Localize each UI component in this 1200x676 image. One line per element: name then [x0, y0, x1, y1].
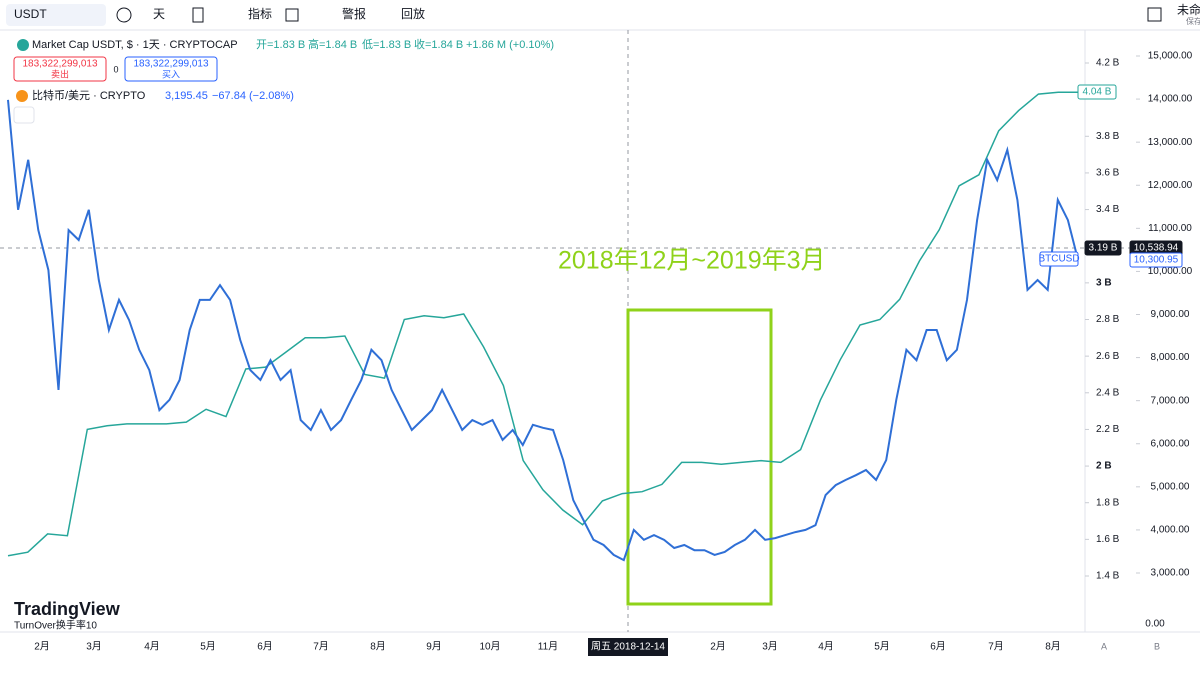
highlight-box	[626, 308, 773, 606]
y-tick-label: 2.6 B	[1096, 351, 1120, 362]
y2-tick-label: 12,000.00	[1148, 180, 1193, 191]
x-tick-label: 周五 2018-12-14	[591, 641, 665, 653]
btc-change: −67.84 (−2.08%)	[212, 90, 294, 102]
y-tick-label: 1.6 B	[1096, 534, 1120, 545]
x-tick-label: 6月	[930, 641, 946, 653]
x-tick-label: 3月	[762, 641, 778, 653]
price-tag	[1084, 240, 1122, 256]
price-tag-label: 4.04 B	[1083, 87, 1112, 98]
y-tick-label: 4.2 B	[1096, 58, 1120, 69]
y2-tick-label: 14,000.00	[1148, 94, 1193, 105]
open: 开=1.83 B	[256, 39, 305, 51]
scale-a[interactable]: A	[1101, 641, 1107, 651]
add-icon[interactable]	[116, 7, 132, 23]
candle-icon[interactable]	[192, 7, 204, 23]
price-tag	[1129, 252, 1183, 268]
price-tag-label: 10,300.95	[1134, 255, 1179, 266]
btc-price: 3,195.45	[165, 90, 208, 102]
layout-name[interactable]: 未命	[1177, 2, 1200, 17]
y2-tick-label: 9,000.00	[1151, 309, 1190, 320]
x-tick-label: 5月	[200, 641, 216, 653]
y2-tick-label: 8,000.00	[1151, 352, 1190, 363]
y-tick-label: 2.8 B	[1096, 314, 1120, 325]
legend-title: Market Cap USDT, $ · 1天 · CRYPTOCAP	[32, 39, 238, 51]
spread: 0	[113, 64, 118, 74]
indicator: TurnOver换手率10	[14, 619, 97, 632]
y-tick-label: 3.8 B	[1096, 131, 1120, 142]
collapse-button[interactable]	[13, 106, 35, 124]
y2-tick-label: 11,000.00	[1148, 223, 1192, 234]
save[interactable]: 保存	[1186, 16, 1200, 26]
x-tick-label: 11月	[538, 641, 558, 653]
price-tag	[1039, 251, 1079, 267]
price-tag-label: BTCUSD	[1038, 254, 1079, 265]
price-tag	[1077, 84, 1117, 100]
buy-price[interactable]: 183,322,299,013	[133, 59, 209, 70]
x-tick-label: 9月	[426, 641, 442, 653]
y2-tick-label: 3,000.00	[1151, 568, 1190, 579]
low: 低=1.83 B	[362, 38, 411, 51]
btc-legend: 比特币/美元 · CRYPTO	[32, 88, 146, 102]
y-tick-label: 3 B	[1096, 277, 1112, 288]
y-tick-label: 3.4 B	[1096, 204, 1120, 215]
price-tag-label: 3.19 B	[1089, 243, 1118, 254]
x-tick-label: 2月	[710, 641, 726, 653]
sell-price[interactable]: 183,322,299,013	[22, 59, 98, 70]
x-tick-label: 7月	[313, 641, 329, 653]
buy[interactable]: 买入	[162, 69, 180, 79]
x-tick-label: 6月	[257, 641, 273, 653]
y2-tick-label: 5,000.00	[1151, 481, 1190, 492]
usdt-icon	[17, 39, 29, 51]
x-tick-label: 2月	[34, 641, 50, 653]
annotation: 2018年12月~2019年3月	[558, 247, 826, 275]
buy-box[interactable]	[124, 56, 218, 82]
sell[interactable]: 卖出	[51, 68, 69, 79]
symbol[interactable]: USDT	[14, 7, 47, 21]
layout-icon[interactable]	[285, 8, 299, 22]
y2-tick-label: 15,000.00	[1148, 51, 1193, 62]
alerts[interactable]: 警报	[342, 6, 366, 21]
scale-b[interactable]: B	[1154, 641, 1160, 651]
btc-icon	[16, 90, 28, 102]
close: 收=1.84 B	[414, 37, 463, 51]
price-tag-label: 10,538.94	[1134, 243, 1179, 254]
x-tick-label: 8月	[370, 641, 386, 653]
y-tick-label: 1.8 B	[1096, 497, 1120, 508]
x-tick-label: 10月	[479, 641, 500, 653]
y-tick-label: 2 B	[1096, 461, 1112, 472]
y2-tick-label: 13,000.00	[1148, 137, 1193, 148]
brand: TradingView	[14, 599, 121, 619]
y-tick-label: 1.4 B	[1096, 571, 1120, 582]
pane-zero: 0.00	[1145, 619, 1165, 630]
replay[interactable]: 回放	[401, 6, 425, 21]
x-tick-label: 3月	[86, 641, 102, 653]
indicators[interactable]: 指标	[248, 6, 272, 21]
y-tick-label: 2.4 B	[1096, 387, 1120, 398]
window-icon[interactable]	[1147, 7, 1162, 22]
btc-line	[7, 99, 1079, 562]
symbol-box[interactable]	[6, 4, 106, 26]
x-tick-label: 7月	[988, 641, 1004, 653]
y2-tick-label: 7,000.00	[1151, 395, 1190, 406]
cap-line	[7, 91, 1078, 557]
interval[interactable]: 天	[153, 7, 165, 21]
y2-tick-label: 6,000.00	[1151, 438, 1190, 449]
y-tick-label: 3.6 B	[1096, 168, 1120, 179]
x-tick-label: 4月	[144, 641, 160, 653]
x-tick-label: 4月	[818, 641, 834, 653]
toolbar	[0, 0, 1200, 30]
sell-box[interactable]	[13, 56, 107, 82]
y-tick-label: 2.2 B	[1096, 424, 1120, 435]
change: +1.86 M (+0.10%)	[466, 39, 554, 51]
x-tick-label: 8月	[1045, 641, 1061, 653]
high: 高=1.84 B	[308, 37, 357, 51]
crosshair-date-box	[588, 638, 668, 656]
y2-tick-label: 4,000.00	[1151, 525, 1190, 536]
y2-tick-label: 10,000.00	[1148, 266, 1193, 277]
x-tick-label: 5月	[874, 641, 890, 653]
